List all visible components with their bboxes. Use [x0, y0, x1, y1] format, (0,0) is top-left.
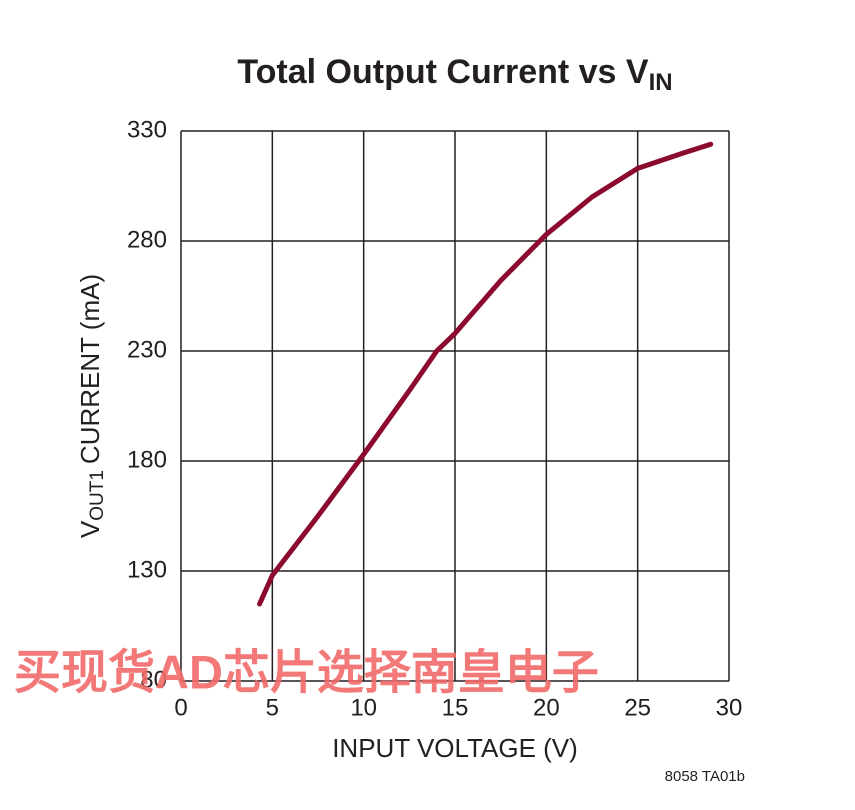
y-tick-label: 280 — [127, 226, 167, 253]
y-axis-label: VOUT1 CURRENT (mA) — [75, 274, 108, 538]
y-tick-label: 180 — [127, 446, 167, 473]
chart-title: Total Output Current vs VIN — [237, 53, 672, 96]
x-tick-label: 10 — [350, 694, 377, 721]
y-tick-label: 330 — [127, 116, 167, 143]
y-tick-label: 80 — [140, 666, 167, 693]
x-axis-label: INPUT VOLTAGE (V) — [332, 733, 578, 763]
title-main: Total Output Current vs V — [237, 53, 648, 91]
x-tick-label: 20 — [533, 694, 560, 721]
x-tick-label: 0 — [174, 694, 187, 721]
x-tick-label: 5 — [266, 694, 279, 721]
data-line — [257, 141, 714, 607]
y-tick-label: 230 — [127, 336, 167, 363]
x-tick-label: 25 — [624, 694, 651, 721]
x-tick-label: 15 — [442, 694, 469, 721]
ylabel-rest: CURRENT (mA) — [75, 274, 105, 464]
x-tick-label: 30 — [716, 694, 743, 721]
figure-note: 8058 TA01b — [665, 768, 745, 785]
ylabel-sub: OUT1 — [87, 470, 108, 521]
y-tick-label: 130 — [127, 556, 167, 583]
title-sub: IN — [649, 69, 673, 96]
watermark: 买现货AD芯片选择南皇电子 — [14, 645, 599, 698]
ylabel-main: V — [75, 520, 105, 538]
